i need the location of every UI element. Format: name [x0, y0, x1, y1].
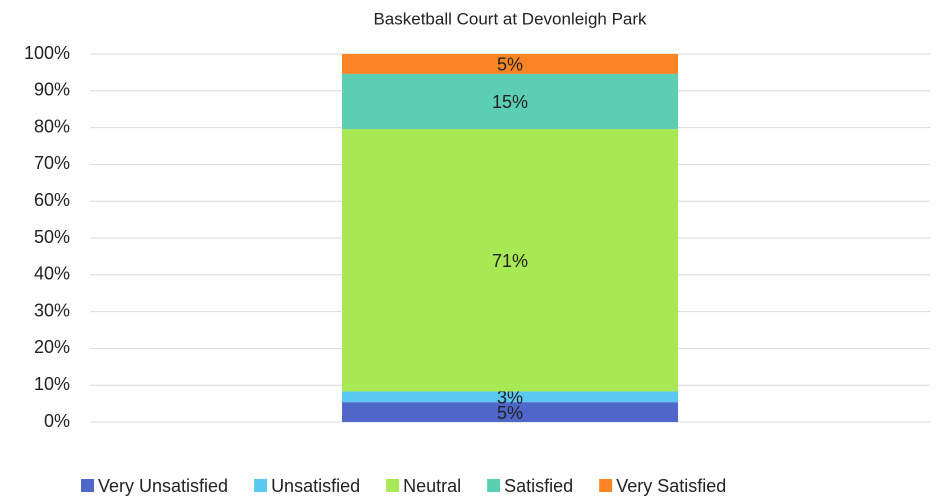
y-tick-label: 30% — [34, 300, 70, 320]
bar-segment — [342, 391, 678, 403]
bar-segment — [342, 129, 678, 392]
y-tick-label: 0% — [44, 411, 70, 431]
legend-label: Very Unsatisfied — [98, 476, 228, 496]
legend-swatch — [81, 479, 94, 492]
bar-segment — [342, 73, 678, 130]
chart-title: Basketball Court at Devonleigh Park — [373, 9, 647, 28]
legend-label: Very Satisfied — [616, 476, 726, 496]
y-tick-label: 40% — [34, 264, 70, 284]
data-label: 5% — [497, 403, 523, 423]
legend-label: Satisfied — [504, 476, 573, 496]
y-tick-label: 60% — [34, 190, 70, 210]
bar-segment — [342, 402, 678, 422]
legend-swatch — [599, 479, 613, 492]
legend-swatch — [386, 479, 400, 492]
y-tick-label: 80% — [34, 116, 70, 136]
y-tick-label: 50% — [34, 227, 70, 247]
legend-swatch — [487, 479, 501, 492]
legend-swatch — [254, 479, 268, 492]
y-tick-label: 10% — [34, 374, 70, 394]
legend-label: Neutral — [403, 476, 461, 496]
legend-label: Unsatisfied — [271, 476, 360, 496]
y-tick-label: 20% — [34, 337, 70, 357]
data-label: 71% — [492, 251, 528, 271]
y-tick-label: 90% — [34, 80, 70, 100]
y-tick-label: 100% — [24, 43, 70, 63]
data-label: 3% — [497, 388, 523, 408]
y-tick-label: 70% — [34, 153, 70, 173]
data-label: 15% — [492, 92, 528, 112]
data-label: 5% — [497, 55, 523, 75]
bar-segment — [342, 54, 678, 74]
